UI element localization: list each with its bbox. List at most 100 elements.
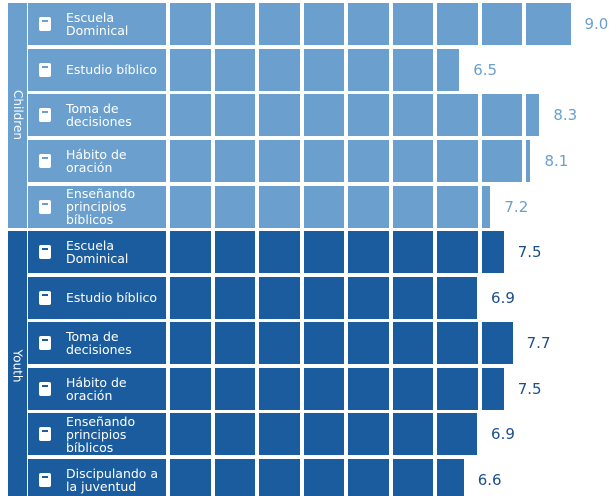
- block-separator: [299, 322, 304, 364]
- row-label: Escuela Dominical: [66, 10, 129, 38]
- icon-glyph: [39, 381, 51, 396]
- row-label-box: Estudio bíblico: [28, 48, 166, 91]
- icon-glyph: [39, 290, 51, 305]
- row-label: Enseñando principios bíblicos: [66, 186, 136, 228]
- block-separator: [344, 322, 348, 364]
- group-name: Children: [10, 90, 25, 141]
- row-label: Escuela Dominical: [66, 238, 129, 266]
- row-label: Discipulando a la juventud: [66, 465, 159, 494]
- block-separator: [210, 276, 215, 319]
- icon-glyph: [39, 154, 51, 169]
- value-label: 6.5: [473, 60, 498, 79]
- value-label: 6.9: [491, 425, 515, 443]
- row-label-box: Escuela Dominical: [28, 231, 166, 273]
- block-separator: [299, 94, 304, 137]
- block-separator: [433, 276, 437, 319]
- block-separator: [388, 231, 393, 273]
- row-label: Estudio bíblico: [66, 62, 158, 78]
- row-label-box: Estudio bíblico: [28, 276, 166, 319]
- block-separator: [433, 322, 437, 364]
- block-separator: [255, 3, 259, 45]
- block-separator: [344, 48, 348, 91]
- block-separator: [255, 276, 259, 319]
- icon-glyph: [39, 199, 51, 214]
- block-separator: [477, 322, 482, 364]
- block-separator: [210, 458, 215, 496]
- row-label-box: Escuela Dominical: [28, 3, 166, 45]
- bar: [170, 48, 460, 91]
- icon: [36, 106, 54, 124]
- block-separator: [255, 231, 259, 273]
- block-separator: [299, 458, 304, 496]
- block-separator: [210, 48, 215, 91]
- row-label: Toma de decisiones: [66, 329, 132, 357]
- icon: [36, 425, 54, 443]
- block-separator: [344, 3, 348, 45]
- icon-glyph: [39, 336, 51, 350]
- block-separator: [433, 185, 437, 228]
- group-label: Children: [8, 3, 27, 228]
- block-separator: [344, 231, 348, 273]
- icon: [36, 471, 54, 489]
- row-label-box: Toma de decisiones: [28, 322, 166, 364]
- block-separator: [255, 367, 259, 410]
- icon: [36, 289, 54, 307]
- block-separator: [388, 276, 393, 319]
- icon: [36, 61, 54, 79]
- icon: [36, 15, 54, 33]
- icon: [36, 334, 54, 352]
- value-label: 9.0: [584, 15, 609, 33]
- block-separator: [388, 413, 393, 455]
- block-separator: [344, 413, 348, 455]
- block-separator: [477, 140, 482, 183]
- bar: [170, 94, 540, 137]
- block-separator: [433, 458, 437, 496]
- block-separator: [210, 231, 215, 273]
- block-separator: [344, 458, 348, 496]
- value-label: 8.1: [544, 152, 569, 171]
- bar: [170, 140, 531, 183]
- block-separator: [210, 140, 215, 183]
- block-separator: [344, 367, 348, 410]
- icon-glyph: [39, 245, 51, 259]
- block-separator: [299, 367, 304, 410]
- row-label-box: Hábito de oración: [28, 367, 166, 410]
- icon-glyph: [39, 108, 51, 123]
- block-separator: [433, 140, 437, 183]
- block-separator: [255, 140, 259, 183]
- block-separator: [433, 413, 437, 455]
- block-separator: [210, 3, 215, 45]
- block-separator: [344, 94, 348, 137]
- block-separator: [477, 94, 482, 137]
- block-separator: [477, 231, 482, 273]
- block-separator: [388, 94, 393, 137]
- block-separator: [477, 367, 482, 410]
- row-label: Enseñando principios bíblicos: [66, 413, 136, 455]
- block-separator: [344, 276, 348, 319]
- block-separator: [255, 185, 259, 228]
- row-label: Estudio bíblico: [66, 290, 158, 305]
- row-label-box: Enseñando principios bíblicos: [28, 185, 166, 228]
- value-label: 7.7: [526, 334, 551, 352]
- group-name: Youth: [10, 349, 25, 383]
- block-separator: [299, 3, 304, 45]
- block-separator: [433, 367, 437, 410]
- block-separator: [388, 3, 393, 45]
- bar: [170, 367, 504, 410]
- block-separator: [522, 3, 526, 45]
- bar: [170, 185, 491, 228]
- value-label: 7.2: [504, 197, 529, 216]
- row-label-box: Toma de decisiones: [28, 94, 166, 137]
- bar: [170, 322, 513, 364]
- block-separator: [522, 94, 526, 137]
- block-separator: [388, 185, 393, 228]
- block-separator: [388, 367, 393, 410]
- block-separator: [388, 140, 393, 183]
- value-label: 8.3: [553, 106, 578, 125]
- block-separator: [210, 322, 215, 364]
- block-separator: [299, 413, 304, 455]
- bar: [170, 231, 504, 273]
- block-separator: [255, 458, 259, 496]
- icon: [36, 243, 54, 261]
